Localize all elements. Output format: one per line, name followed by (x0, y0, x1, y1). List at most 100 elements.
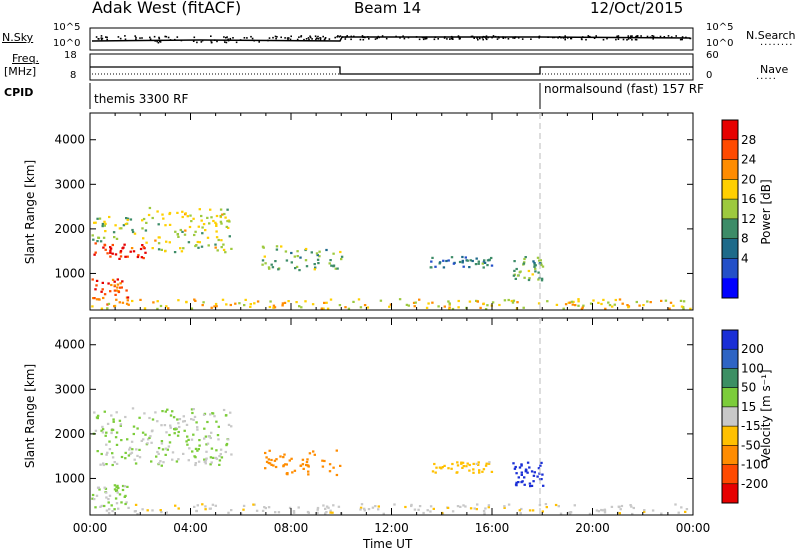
data-cell (272, 464, 275, 467)
data-cell (182, 415, 185, 418)
nsearch-dot (362, 38, 365, 41)
nsearch-dot (106, 38, 108, 41)
nsearch-dot (124, 38, 127, 41)
data-cell (311, 303, 315, 306)
data-cell (468, 300, 472, 303)
data-cell (136, 255, 140, 259)
data-cell (270, 463, 273, 466)
data-cell (432, 507, 435, 510)
data-cell (107, 511, 111, 515)
data-cell (534, 267, 537, 270)
colorbar-swatch (722, 139, 738, 161)
colorbar-swatch (722, 179, 738, 200)
data-cell (523, 261, 526, 264)
data-cell (524, 256, 527, 259)
data-cell (210, 216, 213, 219)
nsearch-dot (229, 37, 232, 40)
data-cell (486, 304, 489, 307)
nsearch-dot (100, 37, 103, 39)
data-cell (465, 465, 468, 468)
data-cell (110, 504, 113, 507)
data-cell (157, 223, 160, 226)
data-cell (477, 260, 480, 263)
data-cell (347, 307, 351, 310)
data-cell (91, 278, 94, 281)
nsearch-dot (636, 35, 639, 37)
data-cell (267, 458, 271, 461)
data-cell (417, 508, 420, 511)
data-cell (115, 502, 119, 505)
data-cell (102, 462, 105, 465)
data-cell (422, 511, 425, 515)
data-cell (638, 304, 641, 307)
data-cell (487, 462, 491, 465)
data-cell (215, 223, 218, 226)
data-cell (469, 507, 473, 510)
data-cell (188, 225, 192, 229)
station-title: Adak West (fitACF) (92, 0, 242, 17)
nsearch-dot (477, 38, 479, 41)
data-cell (195, 421, 198, 424)
nsearch-dot (381, 35, 384, 37)
nsearch-dot (593, 37, 596, 39)
data-cell (156, 307, 159, 310)
data-cell (204, 508, 207, 511)
data-cell (196, 504, 199, 507)
nsearch-dot (308, 38, 310, 41)
data-cell (110, 431, 113, 435)
data-cell (339, 250, 342, 254)
data-cell (197, 448, 200, 451)
data-cell (330, 264, 333, 267)
data-cell (203, 458, 206, 461)
data-cell (203, 427, 206, 430)
data-cell (488, 461, 491, 464)
data-cell (190, 438, 194, 441)
nsearch-dot (451, 37, 453, 39)
data-cell (288, 506, 292, 509)
data-cell (104, 248, 107, 251)
data-cell (126, 296, 130, 299)
data-cell (151, 247, 154, 250)
nsearch-dot (446, 38, 448, 40)
nsearch-dot (319, 37, 322, 39)
data-cell (430, 266, 433, 269)
data-cell (574, 304, 577, 307)
data-cell (136, 454, 139, 457)
data-cell (186, 215, 189, 218)
data-cell (451, 307, 455, 311)
colorbar-tick: 100 (741, 361, 764, 375)
data-cell (481, 470, 484, 473)
nsearch-dot (484, 36, 486, 38)
data-cell (477, 463, 480, 466)
data-cell (263, 255, 266, 258)
data-cell (451, 510, 455, 513)
data-cell (279, 455, 282, 458)
data-cell (103, 504, 106, 508)
freq-label: Freq. (12, 52, 40, 65)
data-cell (479, 306, 482, 309)
data-cell (202, 301, 205, 304)
xtick-label: 00:00 (73, 521, 108, 535)
colorbar-tick: 4 (741, 251, 749, 265)
data-cell (227, 511, 230, 514)
nsearch-dot (296, 38, 299, 41)
data-cell (490, 470, 494, 473)
data-cell (514, 277, 517, 280)
data-cell (273, 459, 277, 462)
data-cell (487, 506, 490, 509)
nsearch-dot (272, 36, 274, 39)
data-cell (202, 413, 206, 416)
data-cell (520, 471, 523, 474)
data-cell (277, 268, 280, 271)
data-cell (191, 411, 194, 415)
data-cell (179, 247, 182, 250)
data-cell (323, 301, 326, 304)
nsearch-dot (100, 35, 103, 37)
data-cell (532, 480, 535, 483)
nsearch-dot (134, 35, 136, 37)
nsearch-dot (470, 35, 473, 38)
nsky-panel (89, 27, 694, 51)
data-cell (101, 425, 104, 428)
nsearch-dot (309, 35, 311, 38)
nsearch-dot (196, 41, 198, 44)
